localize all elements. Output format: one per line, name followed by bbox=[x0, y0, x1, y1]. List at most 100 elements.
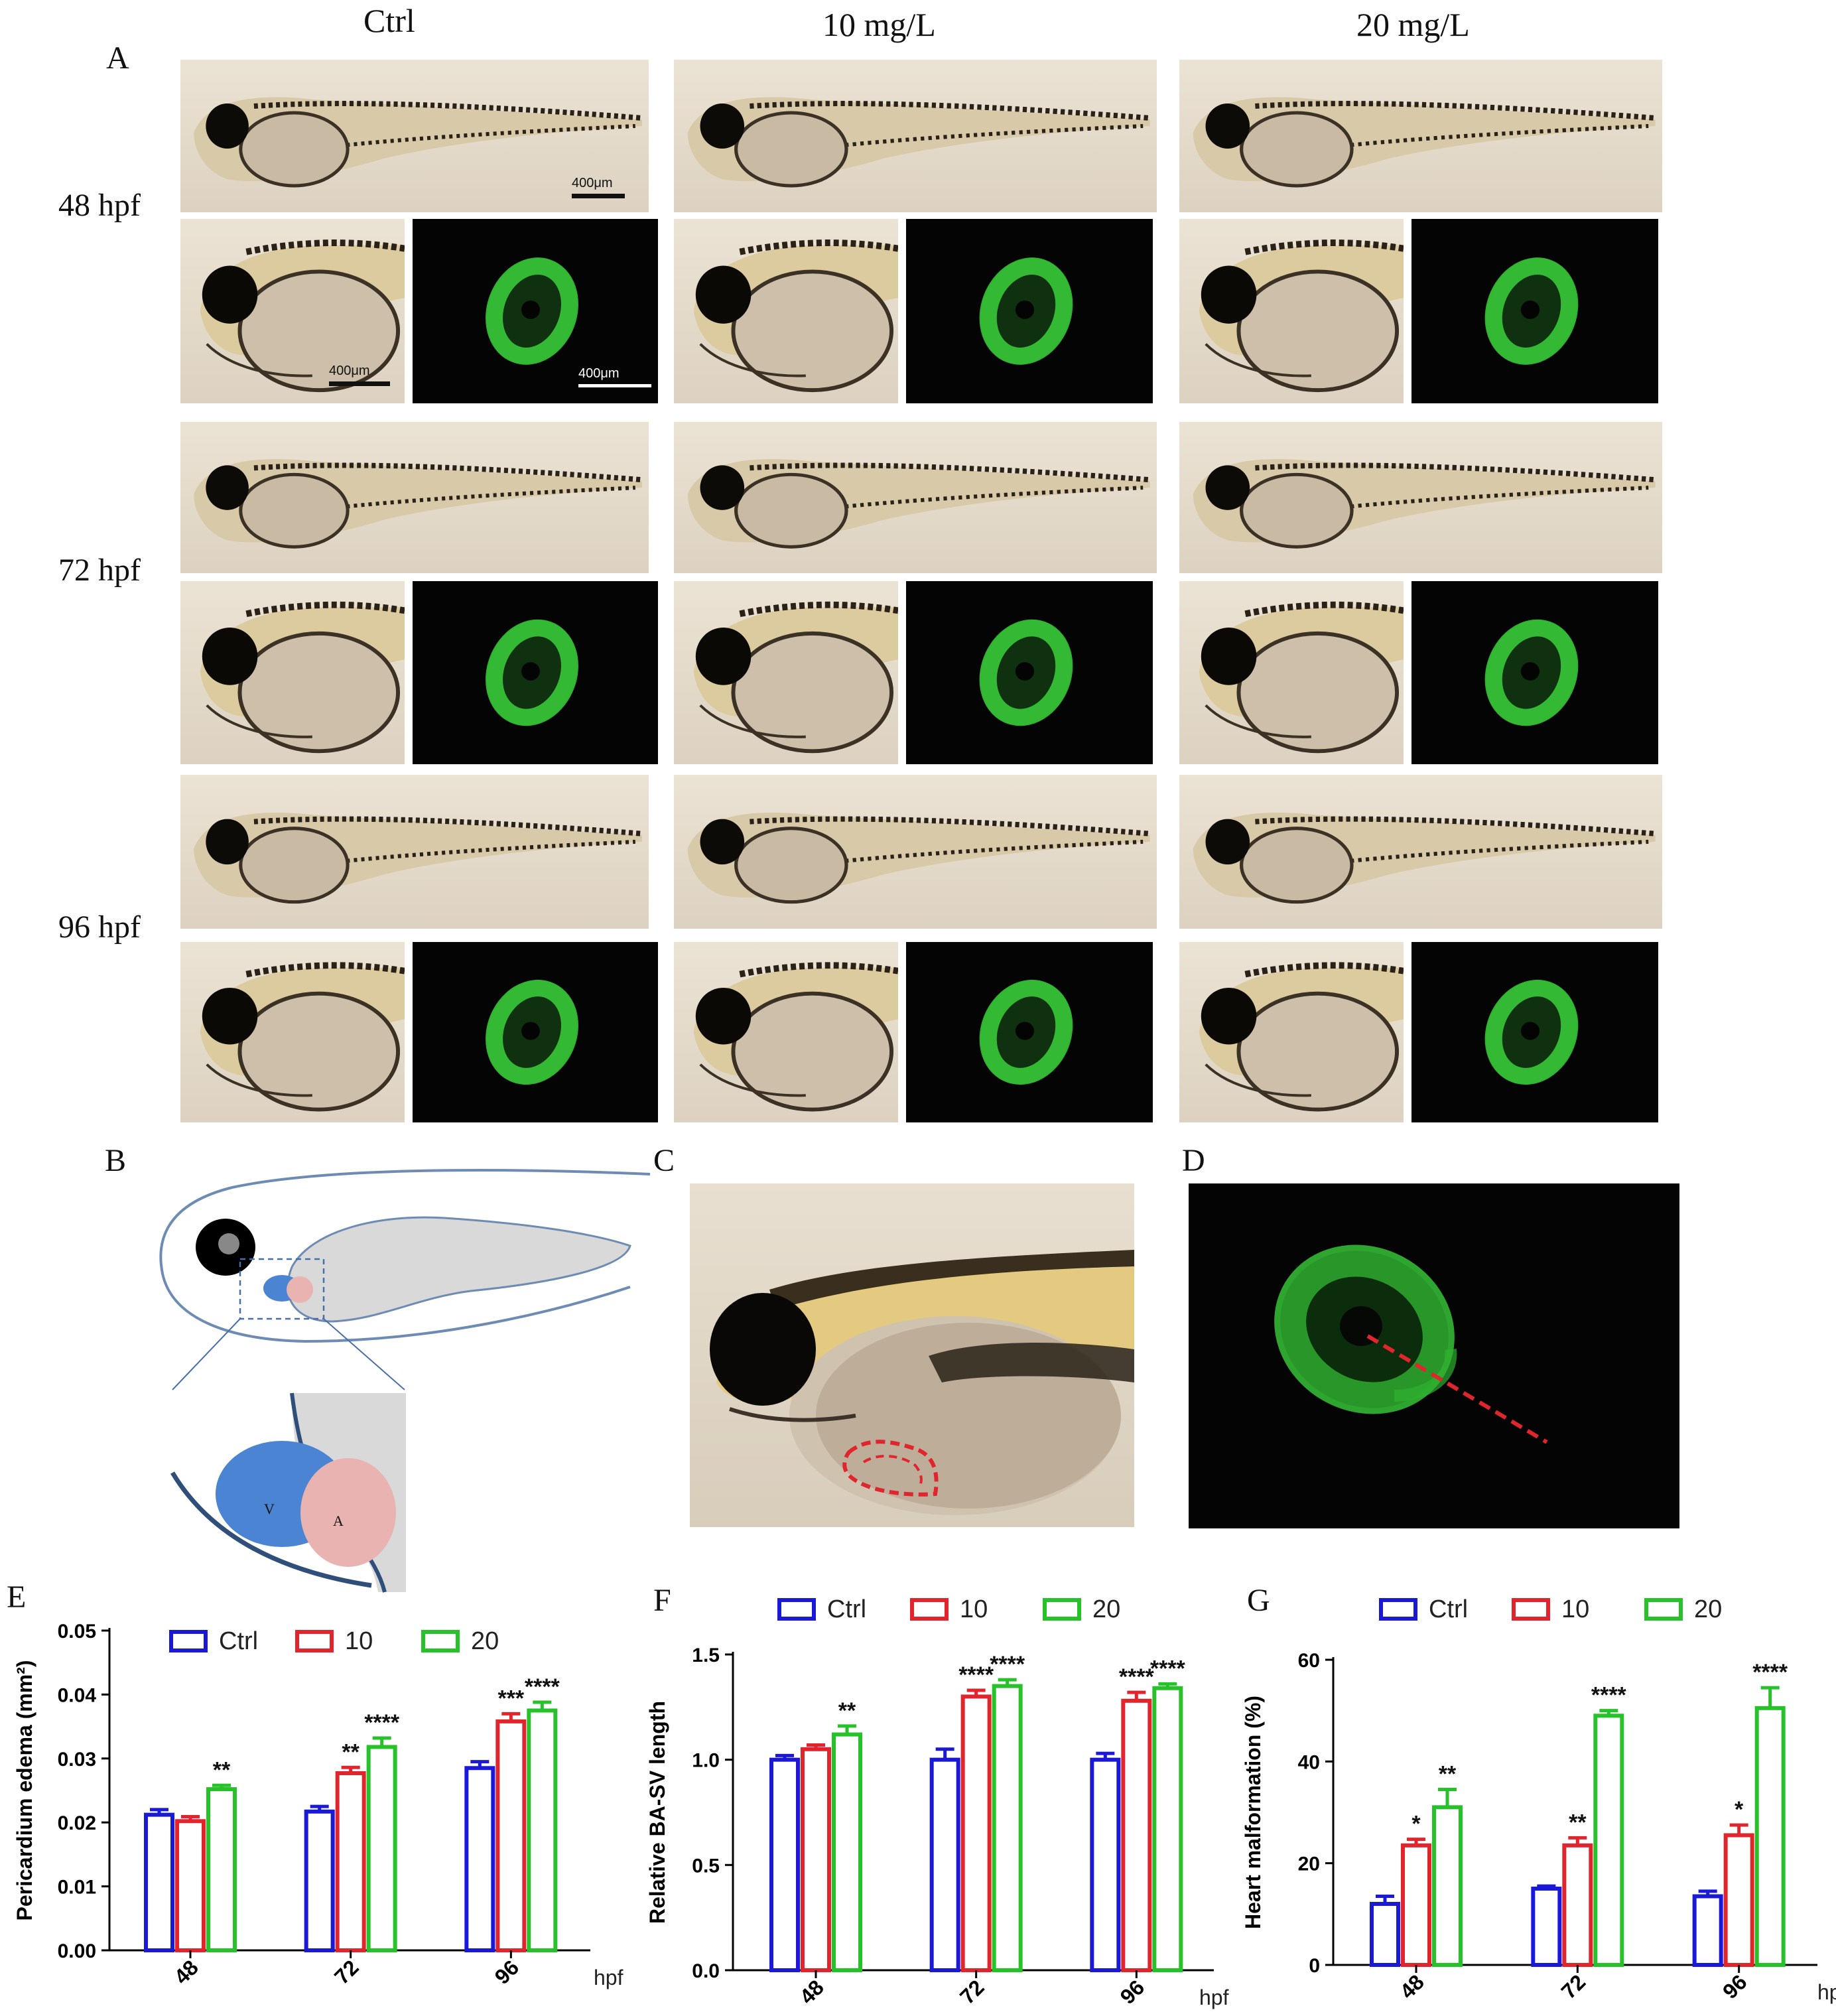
y-axis-label: Relative BA-SV length bbox=[645, 1701, 669, 1924]
bar-ctrl-96 bbox=[464, 1766, 495, 1952]
chart-f-ba-sv-length: Ctrl 10 20 0.0 0.5 1.0 1.5 Relative BA-SV lengt… bbox=[645, 1595, 1229, 2009]
x-tick-label: 48 bbox=[1395, 1970, 1429, 2003]
legend-label-20: 20 bbox=[1694, 1595, 1722, 1623]
scale-bar-head: 400μm bbox=[329, 364, 390, 386]
scale-bar-label: 400μm bbox=[329, 364, 370, 378]
significance-20-72: **** bbox=[1591, 1683, 1627, 1708]
bar-10-72 bbox=[335, 1771, 366, 1952]
bar-20-72 bbox=[1593, 1714, 1624, 1967]
atrium-zoomed bbox=[300, 1458, 396, 1567]
photo-heart-fluorescence-ctrl-72hpf bbox=[413, 581, 658, 764]
panel-d-label: D bbox=[1182, 1143, 1205, 1178]
significance-20-96: **** bbox=[1150, 1656, 1186, 1681]
legend-label-10: 10 bbox=[1561, 1595, 1589, 1623]
scale-bar-label: 400μm bbox=[578, 366, 620, 381]
y-tick-label: 0.5 bbox=[692, 1855, 720, 1877]
legend-swatch-10 bbox=[1512, 1598, 1550, 1621]
photo-head-ctrl-72hpf bbox=[180, 581, 405, 764]
legend-swatch-10 bbox=[910, 1598, 949, 1621]
panel-b-label: B bbox=[105, 1143, 127, 1178]
column-header-ctrl: Ctrl bbox=[363, 2, 415, 39]
y-tick-label: 0.01 bbox=[58, 1877, 96, 1899]
y-tick-label: 0.04 bbox=[58, 1684, 97, 1706]
bar-ctrl-48 bbox=[144, 1812, 174, 1952]
photo-whole-10mgl-96hpf bbox=[674, 775, 1157, 929]
panel-a-label: A bbox=[106, 40, 129, 76]
significance-20-72: **** bbox=[990, 1652, 1025, 1677]
x-axis-unit: hpf bbox=[1817, 1980, 1836, 2004]
bar-20-96 bbox=[1754, 1706, 1786, 1967]
photo-whole-ctrl-48hpf bbox=[180, 60, 649, 212]
bar-10-48 bbox=[801, 1747, 831, 1973]
atrium-shape bbox=[287, 1276, 313, 1303]
row-header-48hpf: 48 hpf bbox=[58, 188, 141, 223]
y-tick-label: 60 bbox=[1298, 1650, 1320, 1672]
bar-20-48 bbox=[1432, 1805, 1463, 1968]
zoom-box bbox=[239, 1258, 325, 1320]
bar-20-96 bbox=[527, 1708, 558, 1952]
legend-swatch-20 bbox=[421, 1630, 460, 1652]
bar-ctrl-72 bbox=[929, 1757, 960, 1972]
significance-20-48: ** bbox=[1439, 1762, 1457, 1787]
legend-swatch-ctrl bbox=[169, 1630, 208, 1652]
bar-10-96 bbox=[1723, 1833, 1754, 1967]
x-tick-label: 72 bbox=[1557, 1970, 1591, 2003]
y-tick-label: 1.0 bbox=[692, 1750, 720, 1772]
larva-eye-lens bbox=[218, 1233, 239, 1254]
scale-bar-whole: 400μm bbox=[572, 176, 625, 198]
significance-10-96: **** bbox=[1119, 1664, 1155, 1690]
photo-head-10mgl-72hpf bbox=[674, 581, 898, 764]
y-tick-label: 0.00 bbox=[58, 1940, 96, 1962]
photo-heart-fluorescence-20mgl-72hpf bbox=[1411, 581, 1658, 764]
significance-20-48: ** bbox=[838, 1698, 856, 1723]
x-axis-unit: hpf bbox=[1199, 1985, 1229, 2009]
bar-ctrl-96 bbox=[1090, 1757, 1121, 1972]
bar-ctrl-48 bbox=[1370, 1902, 1400, 1967]
significance-10-72: ** bbox=[1569, 1810, 1587, 1835]
panel-g-label: G bbox=[1247, 1583, 1270, 1618]
legend-label-ctrl: Ctrl bbox=[1429, 1595, 1468, 1623]
significance-20-96: **** bbox=[525, 1674, 560, 1700]
chart-e-pericardium-edema: Ctrl 10 20 0.00 0.01 0.02 0.03 0.04 0.05 Pericard… bbox=[13, 1621, 623, 1989]
significance-20-72: **** bbox=[364, 1710, 400, 1735]
bar-10-48 bbox=[1401, 1843, 1431, 1968]
photo-heart-fluorescence-ctrl-96hpf bbox=[413, 942, 658, 1122]
bar-20-48 bbox=[832, 1732, 862, 1972]
significance-20-48: ** bbox=[213, 1757, 231, 1782]
bar-10-72 bbox=[1562, 1843, 1593, 1968]
significance-10-72: **** bbox=[958, 1662, 994, 1688]
bar-ctrl-72 bbox=[304, 1809, 335, 1953]
x-axis-unit: hpf bbox=[594, 1966, 623, 1989]
atrium-label: A bbox=[333, 1512, 344, 1529]
x-tick-label: 72 bbox=[330, 1955, 363, 1989]
photo-head-20mgl-48hpf bbox=[1179, 219, 1404, 403]
legend-label-ctrl: Ctrl bbox=[827, 1595, 866, 1623]
significance-20-96: **** bbox=[1752, 1660, 1788, 1685]
ventricle-label: V bbox=[264, 1501, 275, 1517]
legend-label-10: 10 bbox=[345, 1627, 373, 1655]
legend-label-20: 20 bbox=[1092, 1595, 1120, 1623]
bar-10-48 bbox=[175, 1819, 206, 1952]
photo-whole-20mgl-96hpf bbox=[1179, 775, 1662, 929]
y-tick-label: 0.05 bbox=[58, 1621, 96, 1643]
x-tick-label: 96 bbox=[490, 1955, 524, 1989]
significance-10-48: * bbox=[1411, 1812, 1421, 1837]
larva-outline bbox=[159, 1169, 651, 1343]
zoom-line-left bbox=[172, 1318, 241, 1390]
significance-10-96: * bbox=[1735, 1797, 1744, 1822]
photo-heart-fluorescence-10mgl-48hpf bbox=[906, 219, 1153, 403]
column-header-20mgl: 20 mg/L bbox=[1356, 6, 1470, 43]
larva-yolk-body bbox=[287, 1216, 631, 1323]
row-header-72hpf: 72 hpf bbox=[58, 553, 141, 588]
y-axis-label: Heart malformation (%) bbox=[1241, 1696, 1265, 1929]
zoom-line-right bbox=[323, 1318, 405, 1390]
x-tick-label: 48 bbox=[169, 1955, 203, 1989]
legend-label-20: 20 bbox=[471, 1627, 499, 1655]
column-header-10mgl: 10 mg/L bbox=[822, 6, 936, 43]
photo-head-10mgl-96hpf bbox=[674, 942, 898, 1122]
pericardium-edema-outline bbox=[842, 1440, 939, 1497]
photo-heart-fluorescence-ctrl-48hpf bbox=[413, 219, 658, 403]
legend-label-ctrl: Ctrl bbox=[219, 1627, 258, 1655]
legend-label-10: 10 bbox=[960, 1595, 988, 1623]
